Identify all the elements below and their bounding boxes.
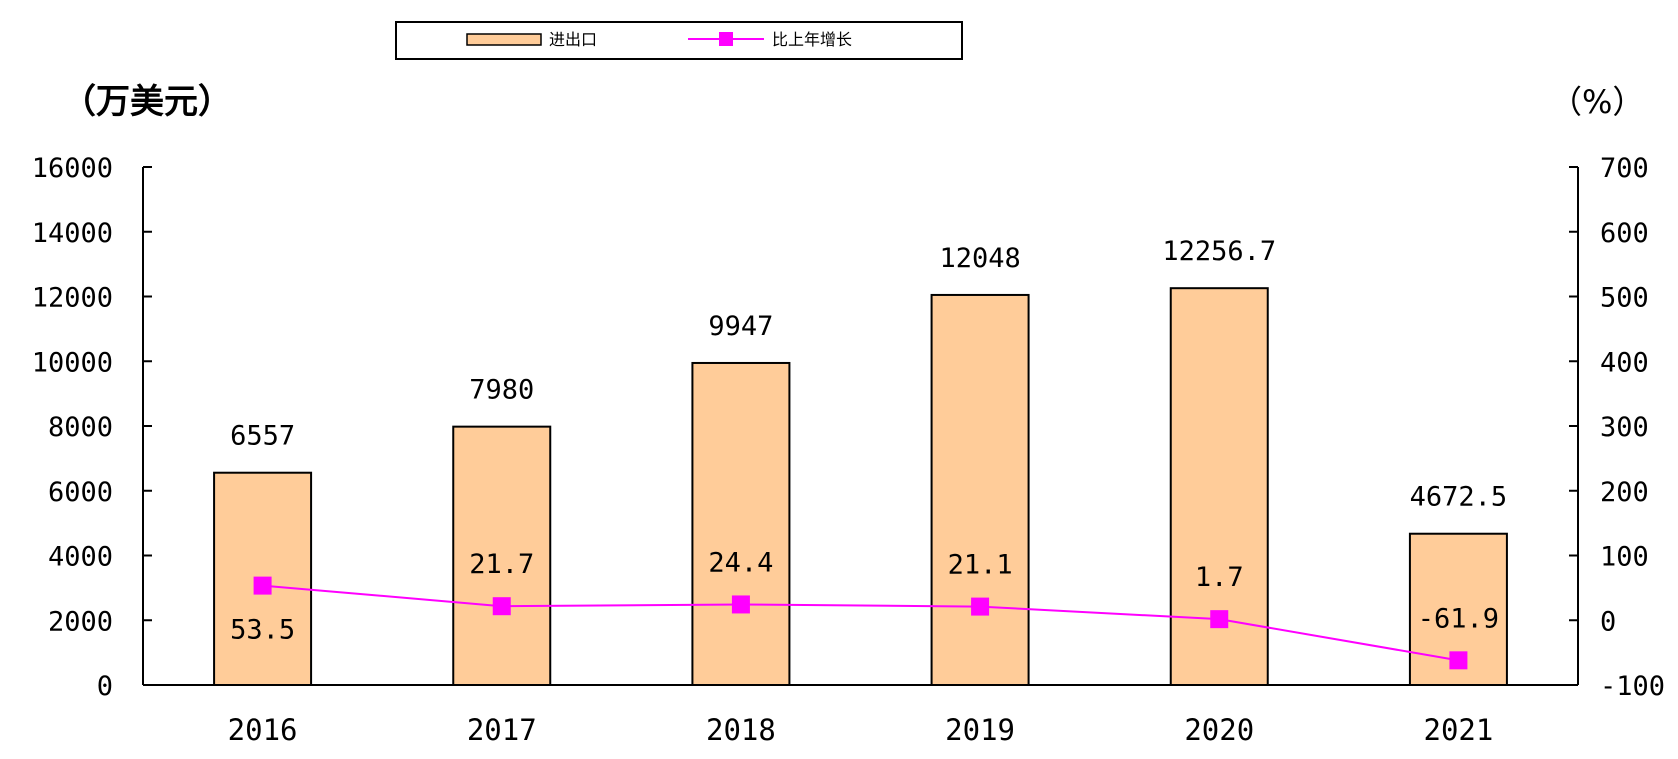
y-right-tick-label: -100 [1600, 671, 1665, 702]
bar-data-label: 7980 [469, 375, 534, 406]
y-left-tick-label: 14000 [32, 218, 113, 249]
bar [930, 293, 1030, 686]
legend: 进出口 比上年增长 [395, 21, 963, 60]
bar-data-label: 12256.7 [1162, 236, 1276, 267]
y-right-tick-label: 400 [1600, 347, 1649, 378]
y-left-tick-label: 10000 [32, 347, 113, 378]
legend-line-label: 比上年增长 [772, 30, 852, 49]
growth-line [262, 584, 1459, 662]
legend-line-marker [719, 32, 733, 46]
line-data-labels: 53.5 21.7 24.4 21.1 1.7 -61.9 [230, 547, 1499, 645]
y-right-tick-label: 600 [1600, 218, 1649, 249]
bar-data-label: 12048 [939, 243, 1020, 274]
legend-bar-swatch [466, 33, 542, 46]
bar-series [213, 287, 1508, 686]
growth-marker [971, 597, 990, 616]
y-right-tick-label: 300 [1600, 412, 1649, 443]
bar-data-label: 4672.5 [1410, 482, 1508, 513]
bar [452, 425, 552, 686]
bar-data-label: 9947 [708, 311, 773, 342]
growth-marker [731, 595, 750, 614]
x-category-label: 2017 [467, 713, 537, 747]
line-data-label: 53.5 [230, 615, 295, 646]
y-left-tick-label: 4000 [48, 542, 113, 573]
line-series [253, 576, 1468, 670]
growth-marker [253, 576, 272, 595]
y-left-tick-label: 8000 [48, 412, 113, 443]
y-left-tick-label: 12000 [32, 283, 113, 314]
y-left-tick-label: 0 [97, 671, 113, 702]
y-left-tick-label: 6000 [48, 477, 113, 508]
legend-bar-label: 进出口 [549, 30, 597, 49]
bar-data-label: 6557 [230, 421, 295, 452]
line-data-label: 24.4 [708, 547, 773, 578]
y-right-tick-label: 0 [1600, 606, 1616, 637]
line-data-label: -61.9 [1418, 603, 1499, 634]
x-category-label: 2019 [945, 713, 1015, 747]
y-left-tick-label: 16000 [32, 153, 113, 184]
y-right-tick-label: 200 [1600, 477, 1649, 508]
bar-data-labels: 6557 7980 9947 12048 12256.7 4672.5 [230, 236, 1507, 513]
x-category-label: 2021 [1423, 713, 1493, 747]
y-right-tick-label: 500 [1600, 283, 1649, 314]
line-data-label: 21.7 [469, 549, 534, 580]
y-right-tick-label: 100 [1600, 542, 1649, 573]
growth-marker [492, 597, 511, 616]
x-category-labels: 2016 2017 2018 2019 2020 2021 [228, 713, 1494, 747]
line-data-label: 21.1 [948, 550, 1013, 581]
growth-marker [1210, 610, 1229, 629]
y-right-ticks: -100 0 100 200 300 400 500 600 700 [1569, 153, 1665, 702]
y-right-unit-label: （%） [1550, 83, 1644, 121]
x-category-label: 2018 [706, 713, 776, 747]
y-left-unit-label: （万美元） [62, 82, 232, 122]
bar [213, 471, 313, 686]
line-data-label: 1.7 [1195, 562, 1244, 593]
y-left-tick-label: 2000 [48, 606, 113, 637]
growth-marker [1449, 651, 1468, 670]
x-category-label: 2020 [1184, 713, 1254, 747]
x-category-label: 2016 [228, 713, 298, 747]
bar [691, 361, 791, 686]
y-right-tick-label: 700 [1600, 153, 1649, 184]
y-left-ticks: 0 2000 4000 6000 8000 10000 12000 14000 16000 [32, 153, 152, 702]
